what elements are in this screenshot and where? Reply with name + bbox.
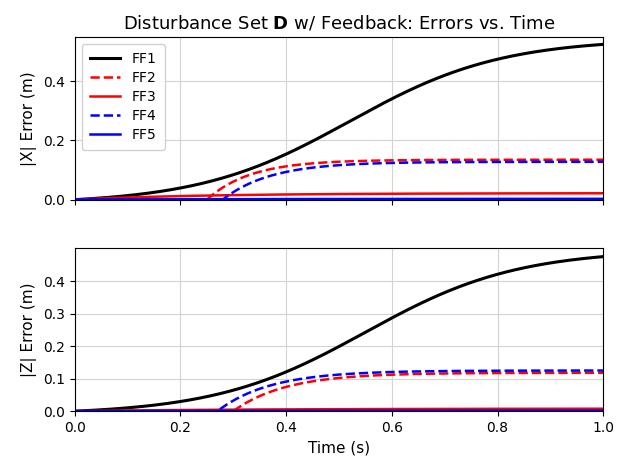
FF4	[285, 169, 292, 174]
FF5	[600, 408, 607, 413]
FF2	[493, 157, 500, 163]
FF1	[285, 368, 292, 374]
FF2	[434, 371, 442, 377]
FF2	[304, 161, 311, 167]
Title: Disturbance Set $\mathbf{D}$ w/ Feedback: Errors vs. Time: Disturbance Set $\mathbf{D}$ w/ Feedback…	[123, 13, 555, 33]
FF5	[125, 197, 132, 202]
FF5	[304, 408, 311, 413]
FF1	[304, 359, 311, 365]
FF2	[304, 379, 311, 385]
FF2	[483, 371, 491, 376]
FF1	[304, 141, 311, 146]
Y-axis label: |X| Error (m): |X| Error (m)	[22, 71, 37, 165]
FF2	[71, 197, 78, 202]
FF2	[434, 157, 442, 163]
FF3	[600, 190, 607, 196]
Line: FF3: FF3	[75, 409, 603, 411]
FF4	[285, 378, 292, 384]
FF5	[125, 408, 132, 414]
FF5	[71, 408, 78, 414]
FF4	[600, 368, 607, 373]
FF2	[285, 383, 292, 389]
Line: FF2: FF2	[75, 373, 603, 411]
FF4	[434, 368, 442, 374]
FF4	[493, 159, 500, 164]
FF1	[493, 272, 500, 277]
Line: FF1: FF1	[75, 44, 603, 200]
FF2	[483, 157, 491, 163]
FF1	[483, 59, 491, 65]
FF5	[434, 408, 442, 413]
FF3	[304, 407, 311, 412]
FF5	[483, 408, 491, 413]
FF4	[493, 368, 500, 373]
FF5	[493, 196, 500, 201]
FF1	[434, 293, 442, 298]
FF1	[71, 408, 78, 414]
Line: FF1: FF1	[75, 256, 603, 411]
Legend: FF1, FF2, FF3, FF4, FF5: FF1, FF2, FF3, FF4, FF5	[81, 44, 165, 150]
FF4	[304, 165, 311, 171]
FF4	[483, 159, 491, 165]
FF3	[304, 192, 311, 197]
FF5	[71, 197, 78, 202]
FF2	[493, 370, 500, 376]
FF1	[434, 75, 442, 81]
Line: FF3: FF3	[75, 193, 603, 200]
FF2	[125, 408, 132, 414]
FF4	[71, 408, 78, 414]
FF2	[125, 197, 132, 202]
FF3	[71, 408, 78, 414]
FF3	[285, 192, 292, 197]
FF4	[125, 408, 132, 414]
FF3	[434, 191, 442, 196]
FF4	[71, 197, 78, 202]
FF1	[71, 197, 78, 202]
Line: FF4: FF4	[75, 371, 603, 411]
FF3	[71, 197, 78, 202]
FF4	[125, 197, 132, 202]
FF3	[125, 408, 132, 413]
Y-axis label: |Z| Error (m): |Z| Error (m)	[21, 283, 37, 377]
FF1	[125, 193, 132, 198]
FF5	[483, 196, 491, 201]
FF4	[304, 375, 311, 381]
FF5	[304, 196, 311, 202]
FF3	[483, 406, 491, 412]
FF1	[483, 274, 491, 280]
FF1	[125, 405, 132, 411]
Line: FF5: FF5	[75, 199, 603, 200]
FF4	[434, 159, 442, 165]
FF1	[600, 254, 607, 259]
FF1	[600, 42, 607, 47]
FF2	[600, 157, 607, 163]
FF3	[125, 195, 132, 200]
FF3	[600, 406, 607, 412]
FF3	[434, 406, 442, 412]
Line: FF4: FF4	[75, 162, 603, 200]
FF2	[71, 408, 78, 414]
FF1	[493, 57, 500, 62]
FF1	[285, 150, 292, 156]
FF5	[600, 196, 607, 201]
FF5	[285, 196, 292, 202]
FF3	[493, 191, 500, 196]
X-axis label: Time (s): Time (s)	[308, 440, 370, 456]
FF3	[483, 191, 491, 196]
FF3	[285, 407, 292, 412]
FF5	[285, 408, 292, 413]
FF5	[493, 408, 500, 413]
FF4	[483, 368, 491, 373]
Line: FF2: FF2	[75, 160, 603, 200]
FF3	[493, 406, 500, 412]
FF5	[434, 196, 442, 201]
FF2	[600, 370, 607, 376]
FF4	[600, 159, 607, 164]
FF2	[285, 163, 292, 169]
